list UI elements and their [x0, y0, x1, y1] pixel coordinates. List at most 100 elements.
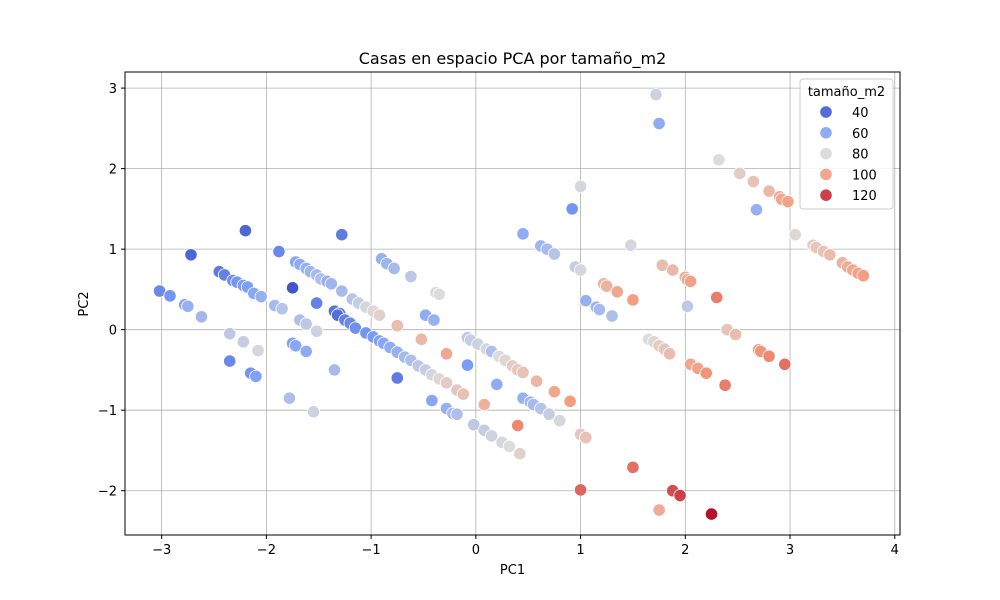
scatter-point [517, 366, 529, 378]
y-tick-label: −1 [98, 404, 117, 419]
scatter-point [663, 348, 675, 360]
scatter-point [478, 398, 490, 410]
legend: tamaño_m2 40 60 80 100 120 [800, 79, 893, 209]
x-tick-label: 2 [681, 543, 689, 558]
scatter-point [310, 325, 322, 337]
scatter-point [674, 489, 686, 501]
scatter-point [391, 372, 403, 384]
scatter-point [286, 282, 298, 294]
scatter-point [650, 88, 662, 100]
scatter-point [373, 309, 385, 321]
scatter-point [553, 414, 565, 426]
scatter-point [729, 328, 741, 340]
x-tick-label: 0 [472, 543, 480, 558]
scatter-point [580, 431, 592, 443]
scatter-point [713, 154, 725, 166]
scatter-point [336, 285, 348, 297]
legend-label: 60 [852, 127, 869, 142]
legend-label: 120 [852, 189, 877, 204]
scatter-point [548, 248, 560, 260]
scatter-point [684, 275, 696, 287]
scatter-point [491, 378, 503, 390]
scatter-point [164, 290, 176, 302]
scatter-point [237, 336, 249, 348]
scatter-point [574, 484, 586, 496]
scatter-point [185, 249, 197, 261]
scatter-point [789, 228, 801, 240]
scatter-point [734, 167, 746, 179]
x-tick-label: 3 [786, 543, 794, 558]
scatter-point [750, 203, 762, 215]
scatter-point [388, 262, 400, 274]
scatter-point [705, 508, 717, 520]
scatter-point [627, 294, 639, 306]
legend-title: tamaño_m2 [808, 85, 885, 100]
scatter-point [574, 180, 586, 192]
scatter-point [250, 370, 262, 382]
scatter-point [255, 290, 267, 302]
scatter-point [857, 270, 869, 282]
scatter-point [681, 300, 693, 312]
scatter-point [503, 440, 515, 452]
scatter-point [182, 300, 194, 312]
scatter-point [391, 319, 403, 331]
scatter-point [747, 175, 759, 187]
scatter-point [653, 504, 665, 516]
scatter-point [779, 358, 791, 370]
scatter-point [440, 348, 452, 360]
scatter-point [512, 419, 524, 431]
scatter-point [711, 291, 723, 303]
x-axis-label: PC1 [500, 563, 525, 578]
legend-label: 80 [852, 148, 869, 163]
scatter-point [307, 406, 319, 418]
scatter-point [325, 278, 337, 290]
scatter-point [310, 297, 322, 309]
x-tick-label: 1 [576, 543, 584, 558]
y-tick-label: 3 [109, 82, 117, 97]
legend-marker [820, 106, 832, 118]
scatter-point [627, 461, 639, 473]
y-tick-label: 2 [109, 163, 117, 178]
legend-marker [820, 189, 832, 201]
scatter-point [457, 388, 469, 400]
y-tick-label: 1 [109, 243, 117, 258]
scatter-point [433, 288, 445, 300]
legend-label: 40 [852, 106, 869, 121]
scatter-point [782, 195, 794, 207]
scatter-point [224, 355, 236, 367]
scatter-point [336, 228, 348, 240]
x-tick-label: −2 [257, 543, 276, 558]
scatter-point [653, 117, 665, 129]
legend-marker [820, 127, 832, 139]
scatter-point [566, 203, 578, 215]
legend-label: 100 [852, 168, 877, 183]
scatter-point [252, 344, 264, 356]
scatter-point [514, 447, 526, 459]
y-axis-label: PC2 [77, 291, 92, 316]
legend-marker [820, 168, 832, 180]
scatter-point [276, 303, 288, 315]
scatter-point [415, 333, 427, 345]
scatter-point [451, 408, 463, 420]
scatter-point [564, 395, 576, 407]
scatter-point [195, 311, 207, 323]
scatter-point [824, 249, 836, 261]
scatter-point [700, 367, 712, 379]
scatter-point [574, 264, 586, 276]
y-tick-label: 0 [109, 324, 117, 339]
y-tick-label: −2 [98, 485, 117, 500]
scatter-point [517, 228, 529, 240]
scatter-point [239, 224, 251, 236]
scatter-point [593, 303, 605, 315]
scatter-point [667, 264, 679, 276]
scatter-point [328, 364, 340, 376]
scatter-point [719, 379, 731, 391]
x-tick-label: 4 [891, 543, 899, 558]
scatter-point [283, 392, 295, 404]
scatter-point [224, 327, 236, 339]
scatter-point [763, 350, 775, 362]
scatter-point [548, 385, 560, 397]
scatter-point [300, 318, 312, 330]
scatter-point [461, 359, 473, 371]
